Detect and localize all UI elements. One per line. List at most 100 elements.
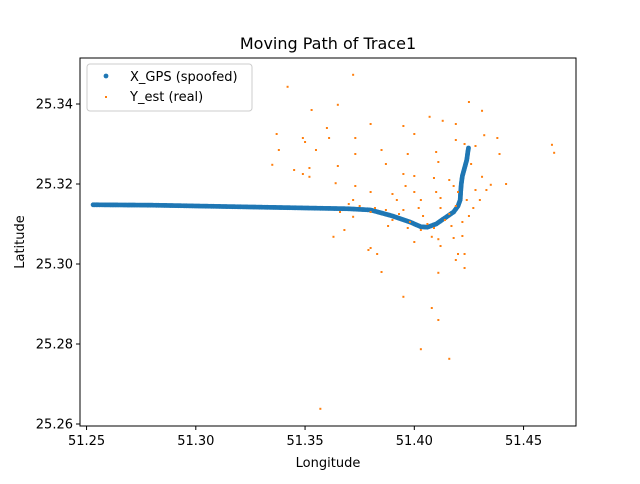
estimate-point <box>406 153 409 155</box>
estimate-point <box>439 245 442 247</box>
estimate-point <box>417 207 420 209</box>
estimate-point <box>402 209 405 211</box>
estimate-point <box>343 229 346 231</box>
estimate-point <box>391 193 394 195</box>
estimate-point <box>406 227 409 229</box>
estimate-point <box>461 235 464 237</box>
estimate-point <box>271 163 274 166</box>
estimate-point <box>352 199 355 201</box>
estimate-point <box>369 123 372 125</box>
estimate-point <box>398 213 401 215</box>
estimate-point <box>448 357 451 360</box>
estimate-point <box>454 205 457 207</box>
estimate-point <box>432 227 435 229</box>
x-tick-label: 51.30 <box>177 434 214 449</box>
estimate-point <box>481 109 484 112</box>
gps-point <box>466 145 471 151</box>
estimate-point <box>437 271 440 274</box>
estimate-point <box>402 295 405 298</box>
legend-label-y-est: Y_est (real) <box>129 90 203 105</box>
estimate-point <box>384 209 387 211</box>
estimate-point <box>448 179 451 181</box>
estimate-point <box>387 225 390 227</box>
estimate-point <box>463 143 466 145</box>
estimate-point <box>354 185 357 187</box>
estimate-point <box>457 253 460 255</box>
estimate-point <box>286 85 289 88</box>
estimate-point <box>481 175 484 178</box>
legend-box <box>86 63 253 112</box>
estimate-point <box>339 211 342 213</box>
estimate-point <box>336 165 339 167</box>
estimate-point <box>275 133 278 135</box>
y-axis: 25.26 25.28 25.30 25.32 25.34 <box>36 98 80 433</box>
estimate-point <box>402 125 405 127</box>
y-tick-label: 25.34 <box>36 98 73 113</box>
y-tick-label: 25.28 <box>36 338 73 353</box>
estimate-point <box>454 123 457 125</box>
estimate-point <box>437 238 440 241</box>
estimate-point <box>461 221 464 223</box>
estimate-point <box>304 141 307 143</box>
estimate-point <box>478 199 481 201</box>
estimate-point <box>437 161 440 163</box>
estimate-point <box>369 247 372 249</box>
estimate-point <box>384 163 387 165</box>
x-tick-label: 51.45 <box>505 434 542 449</box>
legend-marker-x-gps <box>103 73 109 79</box>
estimate-point <box>413 241 416 243</box>
estimate-point <box>347 203 350 205</box>
estimate-point <box>408 221 411 223</box>
estimate-point <box>441 119 444 122</box>
estimate-point <box>419 199 422 201</box>
estimate-point <box>293 169 296 171</box>
estimate-point <box>439 197 442 199</box>
estimate-point <box>358 205 361 207</box>
estimate-point <box>452 237 455 239</box>
estimate-point <box>470 163 473 165</box>
estimate-point <box>419 229 422 231</box>
estimate-point <box>428 115 431 118</box>
estimate-point <box>413 175 416 177</box>
estimate-point <box>437 319 440 321</box>
estimate-point <box>419 348 422 351</box>
estimate-point <box>463 267 466 269</box>
estimate-point <box>448 213 451 215</box>
estimate-point <box>463 253 466 255</box>
x-tick-label: 51.40 <box>396 434 433 449</box>
estimate-point <box>352 215 355 218</box>
estimate-point <box>496 137 499 139</box>
estimate-point <box>352 73 355 76</box>
estimate-point <box>467 215 470 217</box>
estimate-point <box>454 139 457 141</box>
estimate-point <box>439 207 442 209</box>
estimate-point <box>465 199 468 201</box>
estimate-point <box>413 133 416 135</box>
estimate-point <box>373 207 376 209</box>
x-tick-label: 51.35 <box>286 434 323 449</box>
legend-label-x-gps: X_GPS (spoofed) <box>130 70 238 85</box>
estimate-point <box>435 191 438 193</box>
estimate-point <box>404 185 407 187</box>
estimate-point <box>483 134 486 137</box>
estimate-point <box>310 109 313 111</box>
estimate-point <box>435 151 438 153</box>
estimate-point <box>354 153 357 155</box>
estimate-point <box>328 137 331 139</box>
estimate-point <box>369 211 372 213</box>
estimate-point <box>301 137 304 139</box>
y-axis-label: Latitude <box>13 215 28 269</box>
estimate-point <box>308 167 311 169</box>
chart-title: Moving Path of Trace1 <box>240 34 416 53</box>
estimate-point <box>376 253 379 255</box>
x-axis-label: Longitude <box>296 456 361 471</box>
estimate-point <box>308 175 311 178</box>
estimate-point <box>498 153 501 155</box>
estimate-point <box>319 407 322 410</box>
estimate-point <box>472 207 475 209</box>
plot-frame <box>79 57 577 427</box>
estimate-point <box>450 225 453 227</box>
estimate-point <box>550 143 553 146</box>
